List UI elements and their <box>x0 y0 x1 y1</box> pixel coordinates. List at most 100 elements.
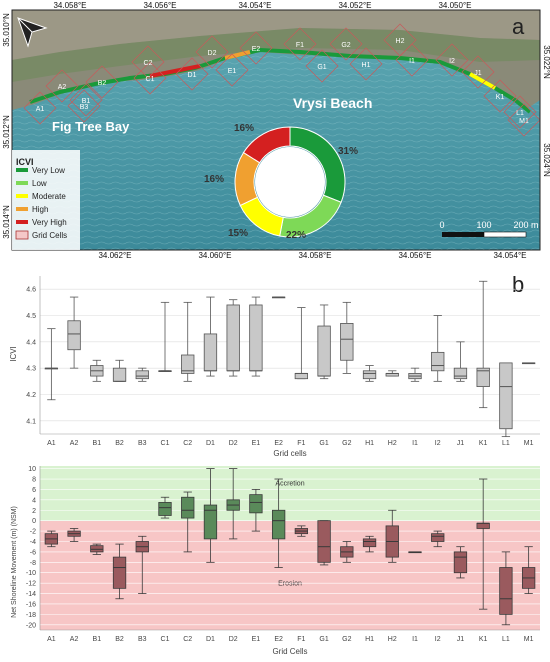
grid-cell-label: M1 <box>519 118 529 125</box>
accretion-zone <box>40 466 540 521</box>
left-lat-label: 35.012°N <box>2 115 11 149</box>
x-tick-label: F1 <box>297 440 305 447</box>
grid-cell <box>305 49 339 83</box>
grid-cell <box>195 35 229 69</box>
left-lat-label: 35.010°N <box>2 13 11 47</box>
grid-cell <box>69 83 103 117</box>
icvi-legend: ICVI Very Low Low Moderate High Very High Gri… <box>12 150 80 250</box>
x-tick-label: A1 <box>47 440 56 447</box>
right-lat-label: 35.022°N <box>542 45 550 79</box>
box-B2 <box>112 367 127 382</box>
x-axis-label: Grid Cells <box>272 647 307 656</box>
grid-cell <box>133 61 167 95</box>
x-tick-label: H1 <box>365 636 374 643</box>
box-D1 <box>203 333 218 372</box>
grid-cell-label: I2 <box>449 58 455 65</box>
grid-cell <box>349 47 383 81</box>
left-lat-label: 35.014°N <box>2 205 11 239</box>
grid-cell <box>131 45 165 79</box>
icvi-donut-chart: 31% 22% 15% 16% 16% <box>204 123 358 241</box>
donut-slice-label: 16% <box>204 174 224 185</box>
grid-cell <box>435 43 469 77</box>
box-B2 <box>112 556 127 589</box>
x-tick-label: A2 <box>70 440 79 447</box>
box-E1 <box>249 494 263 514</box>
grid-cell <box>175 57 209 91</box>
y-tick-label: 4.5 <box>26 313 36 320</box>
y-tick-label: 4.3 <box>26 366 36 373</box>
box-J1 <box>453 367 468 380</box>
x-tick-label: I1 <box>412 636 418 643</box>
legend-swatch <box>16 207 28 211</box>
legend-item-label: Very Low <box>32 166 65 175</box>
grid-cell-label: J1 <box>474 70 482 77</box>
x-tick-label: E1 <box>252 636 261 643</box>
grid-cell-label: E2 <box>252 46 261 53</box>
x-tick-label: A2 <box>70 636 79 643</box>
box-C1 <box>158 502 172 516</box>
box-G1 <box>317 325 331 377</box>
grid-cell-label: B1 <box>82 98 91 105</box>
x-tick-label: G1 <box>319 440 328 447</box>
grid-cell-label: C1 <box>146 76 155 83</box>
map-frame <box>11 9 541 251</box>
legend-swatch <box>16 181 28 185</box>
grid-cell <box>239 31 273 65</box>
shoreline-very-high-segment <box>149 64 201 78</box>
grid-cell-label: H2 <box>396 38 405 45</box>
x-tick-label: K1 <box>479 636 488 643</box>
x-tick-label: I2 <box>435 440 441 447</box>
grid-cell <box>461 55 495 89</box>
shoreline-moderate-segment <box>469 72 496 90</box>
place-label-vrysi: Vrysi Beach <box>293 95 372 111</box>
y-tick-label: -18 <box>26 612 36 619</box>
scale-bar: 0 100 200 m <box>439 220 539 238</box>
x-tick-label: I2 <box>435 636 441 643</box>
x-tick-label: A1 <box>47 636 56 643</box>
x-axis-label: Grid cells <box>273 449 306 458</box>
grid-cell <box>507 103 541 137</box>
legend-swatch <box>15 230 29 240</box>
donut-slice-label: 16% <box>234 123 254 134</box>
grid-cell-label: A2 <box>58 84 67 91</box>
bottom-lon-label: 34.056°E <box>398 251 431 260</box>
donut-slice-label: 15% <box>228 228 248 239</box>
grid-cell <box>215 53 249 87</box>
nsm-boxplot-panel: c Grid Cells Net Shoreline Movement (m) … <box>0 462 550 657</box>
grid-cell-label: E1 <box>228 68 237 75</box>
grid-cell <box>23 91 57 125</box>
erosion-label: Erosion <box>278 581 302 588</box>
grid-cell-label: G2 <box>341 42 350 49</box>
box-K1 <box>476 522 490 529</box>
y-tick-label: 4.6 <box>26 287 36 294</box>
donut-hole <box>255 147 325 217</box>
grid-cell <box>283 27 317 61</box>
y-tick-label: -8 <box>30 560 36 567</box>
icvi-boxplot: b Grid cells ICVI 4.1 4.2 4.3 4.4 4.5 4.6 A1 A2… <box>9 272 540 458</box>
map-svg: A1 A2 B1 B2 B3 C1 C2 D1 D2 E1 E2 F1 G1 G2 H1 H2 I1 I2 J1 K1… <box>2 1 550 260</box>
y-tick-label: 4.4 <box>26 339 36 346</box>
bottom-lon-label: 34.054°E <box>493 251 526 260</box>
legend-swatch <box>16 194 28 198</box>
x-tick-label: D2 <box>229 636 238 643</box>
box-G2 <box>340 323 354 361</box>
y-tick-label: 4.2 <box>26 392 36 399</box>
box-L1 <box>499 362 513 430</box>
x-tick-label: M1 <box>524 636 534 643</box>
x-tick-label: B2 <box>115 636 124 643</box>
top-lon-label: 34.050°E <box>438 1 471 10</box>
y-tick-label: -12 <box>26 581 36 588</box>
urban-area <box>12 10 540 60</box>
x-tick-label: B3 <box>138 636 147 643</box>
box-F1 <box>294 373 309 380</box>
grid-cell-label: C2 <box>144 60 153 67</box>
right-lat-label: 35.024°N <box>542 143 550 177</box>
box-B1 <box>90 545 104 553</box>
panel-letter-b: b <box>512 272 524 297</box>
x-tick-label: E2 <box>274 636 283 643</box>
grid-cell <box>395 43 429 77</box>
x-tick-label: G2 <box>342 440 351 447</box>
grid-cell-label: D1 <box>188 72 197 79</box>
y-tick-label: -14 <box>26 591 36 598</box>
legend-item-label: High <box>32 205 48 214</box>
